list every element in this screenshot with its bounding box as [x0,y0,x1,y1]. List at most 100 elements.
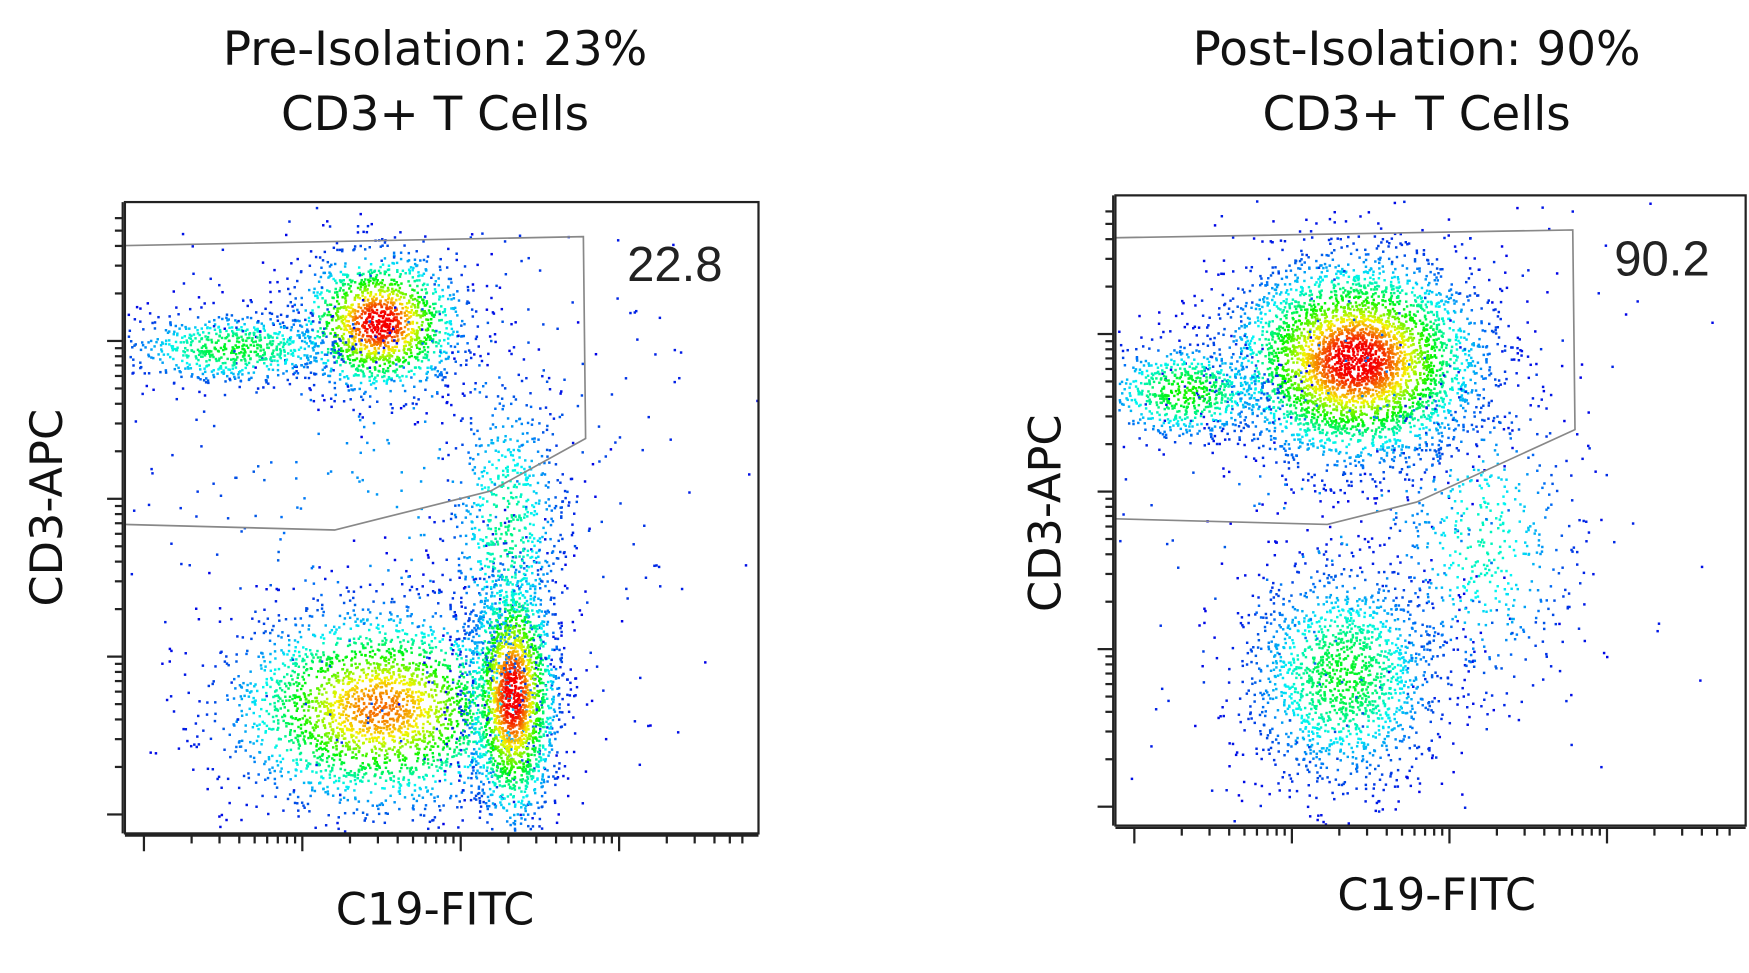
event-dot [286,653,289,656]
event-dot [168,647,172,651]
event-dot [313,287,316,291]
event-dot [329,351,333,355]
event-dot [318,704,322,708]
event-dot [326,324,329,327]
event-dot [277,667,281,671]
event-dot [382,744,385,747]
event-dot [306,655,309,659]
event-dot [329,397,333,400]
event-dot [348,324,352,328]
event-dot [398,792,402,796]
event-dot [340,316,343,319]
event-dot [352,408,355,412]
event-dot [364,654,367,657]
event-dot [293,365,296,368]
event-dot [397,290,400,293]
event-dot [241,344,244,348]
event-dot [285,369,288,373]
event-dot [393,746,396,749]
event-dot [291,319,295,322]
event-dot [323,747,326,750]
event-dot [269,318,272,321]
event-dot [289,349,293,352]
event-dot [389,640,393,643]
event-dot [462,625,465,629]
event-dot [277,683,281,686]
event-dot [301,684,304,688]
event-dot [339,696,343,700]
event-dot [316,608,319,612]
event-dot [269,669,273,672]
event-dot [550,733,553,736]
event-dot [368,718,372,722]
event-dot [180,323,184,327]
event-dot [283,354,287,357]
event-dot [462,382,465,385]
event-dot [412,396,416,399]
event-dot [406,699,409,703]
event-dot [354,662,357,666]
event-dot [335,700,339,703]
event-dot [481,678,484,681]
event-dot [262,348,265,352]
event-dot [316,649,319,653]
event-dot [356,310,360,313]
event-dot [359,351,362,354]
event-dot [326,347,330,351]
event-dot [432,745,435,748]
event-dot [314,737,317,740]
event-dot [348,705,352,709]
event-dot [286,797,290,801]
event-dot [444,717,447,720]
event-dot [388,759,392,762]
event-dot [388,727,392,731]
event-dot [383,636,387,640]
event-dot [205,346,208,350]
event-dot [358,675,362,678]
event-dot [375,380,378,383]
event-dot [365,320,369,324]
event-dot [380,282,384,285]
event-dot [365,345,369,348]
event-dot [445,710,449,713]
event-dot [334,287,337,291]
event-dot [339,593,342,597]
event-dot [329,725,332,728]
event-dot [401,705,405,708]
event-dot [408,341,411,344]
event-dot [322,651,325,654]
event-dot [417,702,420,706]
event-dot [374,677,377,681]
event-dot [377,341,380,344]
event-dot [415,329,419,332]
event-dot [348,358,352,362]
event-dot [358,271,361,275]
event-dot [405,314,409,317]
event-dot [469,673,472,676]
event-dot [456,703,459,706]
event-dot [181,387,185,390]
event-dot [231,330,234,333]
event-dot [194,722,198,725]
event-dot [285,358,289,361]
event-dot [385,676,388,679]
event-dot [348,680,351,684]
event-dot [269,685,272,689]
event-dot [371,669,374,673]
event-dot [413,279,416,283]
event-dot [383,656,386,660]
event-dot [363,289,366,292]
event-dot [349,354,352,357]
event-dot [418,653,421,657]
event-dot [386,812,389,815]
event-dot [292,759,295,762]
event-dot [425,412,428,415]
event-dot [309,734,312,738]
event-dot [275,759,279,763]
event-dot [230,371,233,375]
event-dot [426,762,430,765]
event-dot [397,673,401,677]
event-dot [375,331,379,334]
event-dot [272,624,275,628]
event-dot [457,711,461,714]
